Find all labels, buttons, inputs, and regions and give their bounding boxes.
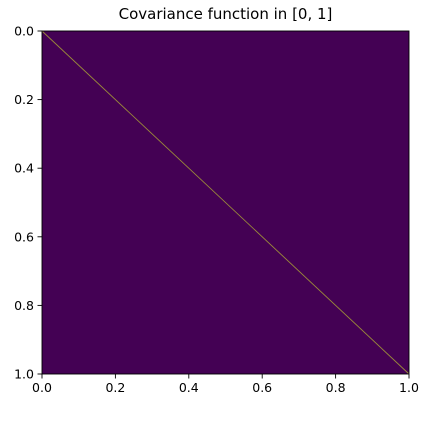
y-tick-label: 0.0 <box>14 24 34 39</box>
y-tick-label: 0.6 <box>14 229 34 244</box>
x-tick-label: 0.6 <box>252 380 272 395</box>
x-tick-label: 0.0 <box>32 380 52 395</box>
x-tick-label: 1.0 <box>399 380 419 395</box>
heatmap-diagonal <box>41 30 410 375</box>
chart-title: Covariance function in [0, 1] <box>119 5 333 23</box>
plot-frame <box>41 30 410 375</box>
x-tick-label: 0.2 <box>105 380 125 395</box>
x-tick-label: 0.8 <box>326 380 346 395</box>
y-tick-label: 0.2 <box>14 92 34 107</box>
y-tick-label: 0.4 <box>14 161 34 176</box>
x-tick-label: 0.4 <box>179 380 199 395</box>
y-tick-label: 1.0 <box>14 367 34 382</box>
y-tick-label: 0.8 <box>14 298 34 313</box>
